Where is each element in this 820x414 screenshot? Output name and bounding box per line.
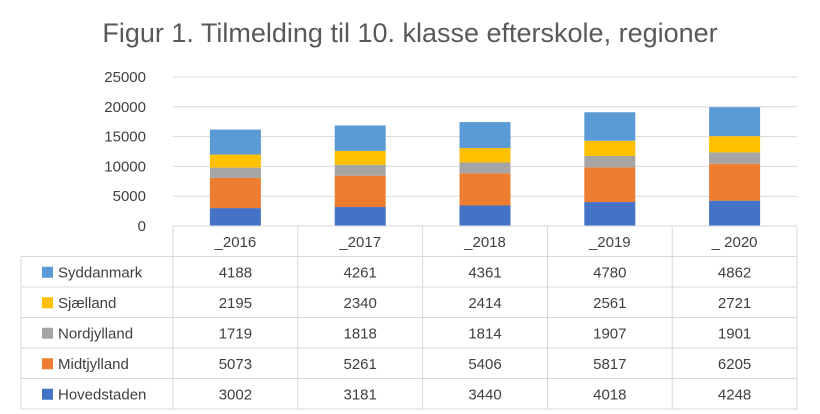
x-tick-label: _ 2020	[711, 234, 758, 251]
bar-segment	[584, 156, 636, 168]
bar-segment	[584, 167, 636, 203]
y-tick-label: 25000	[104, 69, 146, 86]
data-label: 1814	[468, 325, 501, 342]
legend-key	[42, 358, 53, 370]
bar-segment	[209, 177, 261, 209]
data-label: 1719	[219, 325, 252, 342]
legend-key	[42, 266, 53, 278]
bar-segment	[209, 208, 261, 226]
data-label: 2414	[468, 295, 501, 312]
data-label: 2721	[718, 295, 751, 312]
y-tick-label: 15000	[104, 129, 146, 146]
bar-segment	[334, 164, 386, 176]
bar-segment	[334, 150, 386, 165]
legend-key	[42, 327, 53, 339]
data-label: 3002	[219, 386, 252, 403]
series-label: Hovedstaden	[58, 386, 146, 403]
bar-segment	[459, 162, 511, 174]
data-label: 4361	[468, 264, 501, 281]
x-tick-label: _2017	[338, 234, 381, 251]
series-label: Midtjylland	[58, 356, 129, 373]
data-label: 4248	[718, 386, 751, 403]
bar-segment	[334, 175, 386, 208]
y-tick-label: 0	[138, 218, 146, 235]
data-label: 4780	[593, 264, 626, 281]
y-tick-label: 10000	[104, 158, 146, 175]
data-label: 1818	[344, 325, 377, 342]
bar-segment	[459, 148, 511, 163]
bar-segment	[459, 122, 511, 149]
bar-segment	[584, 112, 636, 141]
data-label: 2340	[344, 295, 377, 312]
bar-segment	[709, 136, 761, 153]
bar-segment	[459, 205, 511, 226]
data-label: 5406	[468, 356, 501, 373]
x-tick-label: _2019	[588, 234, 631, 251]
legend-key	[42, 388, 53, 400]
data-label: 5817	[593, 356, 626, 373]
bar-segment	[709, 152, 761, 164]
series-label: Sjælland	[58, 295, 116, 312]
x-tick-label: _2018	[463, 234, 506, 251]
data-label: 3440	[468, 386, 501, 403]
data-label: 2195	[219, 295, 252, 312]
bar-segment	[209, 167, 261, 178]
data-label: 4862	[718, 264, 751, 281]
data-label: 4188	[219, 264, 252, 281]
series-label: Nordjylland	[58, 325, 133, 342]
data-label: 4018	[593, 386, 626, 403]
bar-segment	[209, 129, 261, 155]
bar-segment	[709, 107, 761, 137]
bar-segment	[584, 202, 636, 226]
series-label: Syddanmark	[58, 264, 143, 281]
y-tick-label: 20000	[104, 99, 146, 116]
data-label: 3181	[344, 386, 377, 403]
bar-segment	[709, 200, 761, 226]
x-tick-label: _2016	[214, 234, 257, 251]
chart-title: Figur 1. Tilmelding til 10. klasse efter…	[102, 18, 718, 48]
bar-segment	[584, 140, 636, 157]
data-label: 6205	[718, 356, 751, 373]
bar-segment	[334, 207, 386, 226]
bar-segment	[709, 163, 761, 201]
data-label: 4261	[344, 264, 377, 281]
legend-key	[42, 297, 53, 309]
bar-segment	[209, 154, 261, 168]
data-label: 1901	[718, 325, 751, 342]
data-label: 5073	[219, 356, 252, 373]
bar-segment	[459, 173, 511, 206]
data-label: 1907	[593, 325, 626, 342]
data-label: 5261	[344, 356, 377, 373]
data-label: 2561	[593, 295, 626, 312]
bar-segment	[334, 125, 386, 151]
y-tick-label: 5000	[113, 188, 146, 205]
